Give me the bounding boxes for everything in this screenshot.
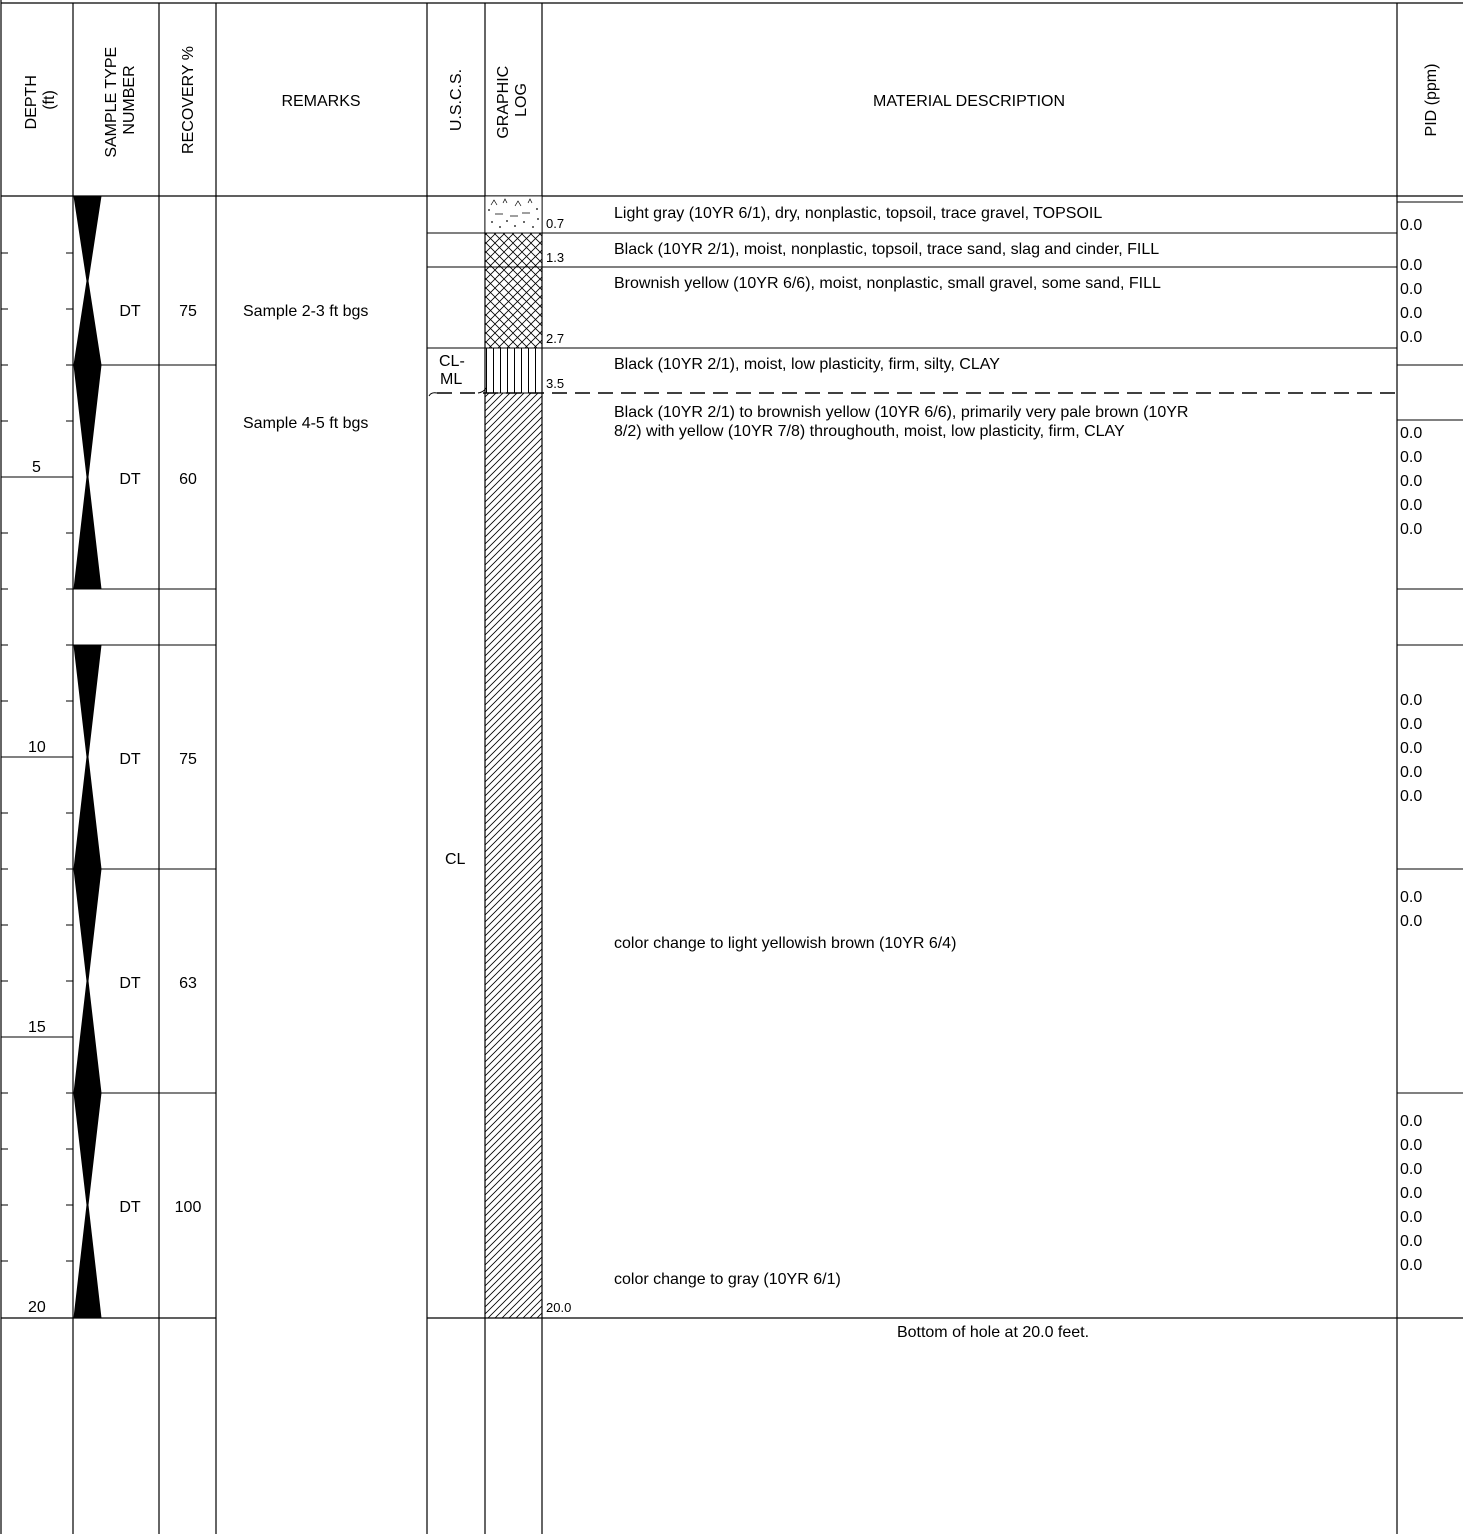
sample-type: DT [119, 471, 141, 488]
material-description: Light gray (10YR 6/1), dry, nonplastic, … [614, 205, 1102, 222]
pid-value: 0.0 [1400, 257, 1422, 274]
recovery-value: 100 [175, 1199, 202, 1216]
remark: Sample 4-5 ft bgs [243, 415, 368, 432]
pid-value: 0.0 [1400, 889, 1422, 906]
remark: Sample 2-3 ft bgs [243, 303, 368, 320]
fill-pattern [484, 232, 543, 349]
depth-label: 5 [32, 459, 41, 476]
layer-depth: 2.7 [546, 331, 564, 346]
header-sample-type: SAMPLE TYPE NUMBER [103, 42, 138, 157]
pid-value: 0.0 [1400, 692, 1422, 709]
pid-value: 0.0 [1400, 217, 1422, 234]
material-description: 8/2) with yellow (10YR 7/8) throughouth,… [614, 423, 1125, 440]
uscs-label: CL [445, 851, 466, 868]
uscs-label: ML [440, 371, 462, 388]
header-remarks: REMARKS [281, 93, 360, 110]
depth-label: 20 [28, 1299, 46, 1316]
material-description: color change to light yellowish brown (1… [614, 935, 956, 952]
pid-value: 0.0 [1400, 281, 1422, 298]
header-pid: PID (ppm) [1423, 64, 1440, 137]
layer-depth: 20.0 [546, 1300, 571, 1315]
pid-value: 0.0 [1400, 449, 1422, 466]
sample-type: DT [119, 751, 141, 768]
sample-symbol [73, 868, 102, 1094]
sample-symbols [73, 195, 102, 1319]
sample-type: DT [119, 1199, 141, 1216]
pid-value: 0.0 [1400, 740, 1422, 757]
sample-symbol [73, 195, 102, 366]
header-recovery: RECOVERY % [180, 46, 197, 154]
pid-value: 0.0 [1400, 425, 1422, 442]
uscs-label: CL- [439, 353, 465, 370]
header-row: DEPTH (ft) SAMPLE TYPE NUMBER RECOVERY %… [23, 42, 1440, 158]
pid-value: 0.0 [1400, 521, 1422, 538]
pid-value: 0.0 [1400, 1113, 1422, 1130]
pid-value: 0.0 [1400, 329, 1422, 346]
header-uscs: U.S.C.S. [448, 69, 465, 131]
pid-value: 0.0 [1400, 473, 1422, 490]
pid-value: 0.0 [1400, 305, 1422, 322]
header-graphic-log: GRAPHIC LOG [495, 61, 530, 138]
sample-symbol [73, 1092, 102, 1319]
material-description: color change to gray (10YR 6/1) [614, 1271, 841, 1288]
depth-label: 15 [28, 1019, 46, 1036]
sample-type: DT [119, 975, 141, 992]
layer-depth: 0.7 [546, 216, 564, 231]
recovery-value: 63 [179, 975, 197, 992]
header-depth: DEPTH (ft) [23, 71, 58, 130]
sample-type: DT [119, 303, 141, 320]
pid-value: 0.0 [1400, 788, 1422, 805]
pid-value: 0.0 [1400, 1161, 1422, 1178]
recovery-value: 75 [179, 751, 197, 768]
bottom-of-hole-note: Bottom of hole at 20.0 feet. [897, 1324, 1089, 1341]
uscs-lines [427, 201, 1463, 1094]
recovery-value: 60 [179, 471, 197, 488]
depth-column [1, 252, 73, 1262]
pid-value: 0.0 [1400, 913, 1422, 930]
depth-label: 10 [28, 739, 46, 756]
material-description: Black (10YR 2/1) to brownish yellow (10Y… [614, 404, 1188, 421]
material-description: Black (10YR 2/1), moist, nonplastic, top… [614, 241, 1159, 258]
sample-symbol [73, 644, 102, 870]
pid-value: 0.0 [1400, 1185, 1422, 1202]
layer-depth: 3.5 [546, 376, 564, 391]
header-material-description: MATERIAL DESCRIPTION [873, 93, 1065, 110]
graphic-log [484, 195, 543, 1319]
pid-column: 0.0 0.0 0.0 0.0 0.0 0.0 0.0 0.0 0.0 0.0 … [1400, 217, 1422, 1274]
cl-pattern [484, 392, 543, 1319]
layer-depth: 1.3 [546, 250, 564, 265]
material-description: Black (10YR 2/1), moist, low plasticity,… [614, 356, 1000, 373]
pid-value: 0.0 [1400, 1233, 1422, 1250]
pid-value: 0.0 [1400, 1137, 1422, 1154]
pid-value: 0.0 [1400, 1209, 1422, 1226]
sample-symbol [73, 364, 102, 590]
pid-value: 0.0 [1400, 764, 1422, 781]
pid-value: 0.0 [1400, 497, 1422, 514]
uscs-brace [428, 387, 487, 397]
recovery-value: 75 [179, 303, 197, 320]
clml-pattern [484, 347, 543, 394]
pid-value: 0.0 [1400, 716, 1422, 733]
pid-value: 0.0 [1400, 1257, 1422, 1274]
material-description: Brownish yellow (10YR 6/6), moist, nonpl… [614, 275, 1161, 292]
